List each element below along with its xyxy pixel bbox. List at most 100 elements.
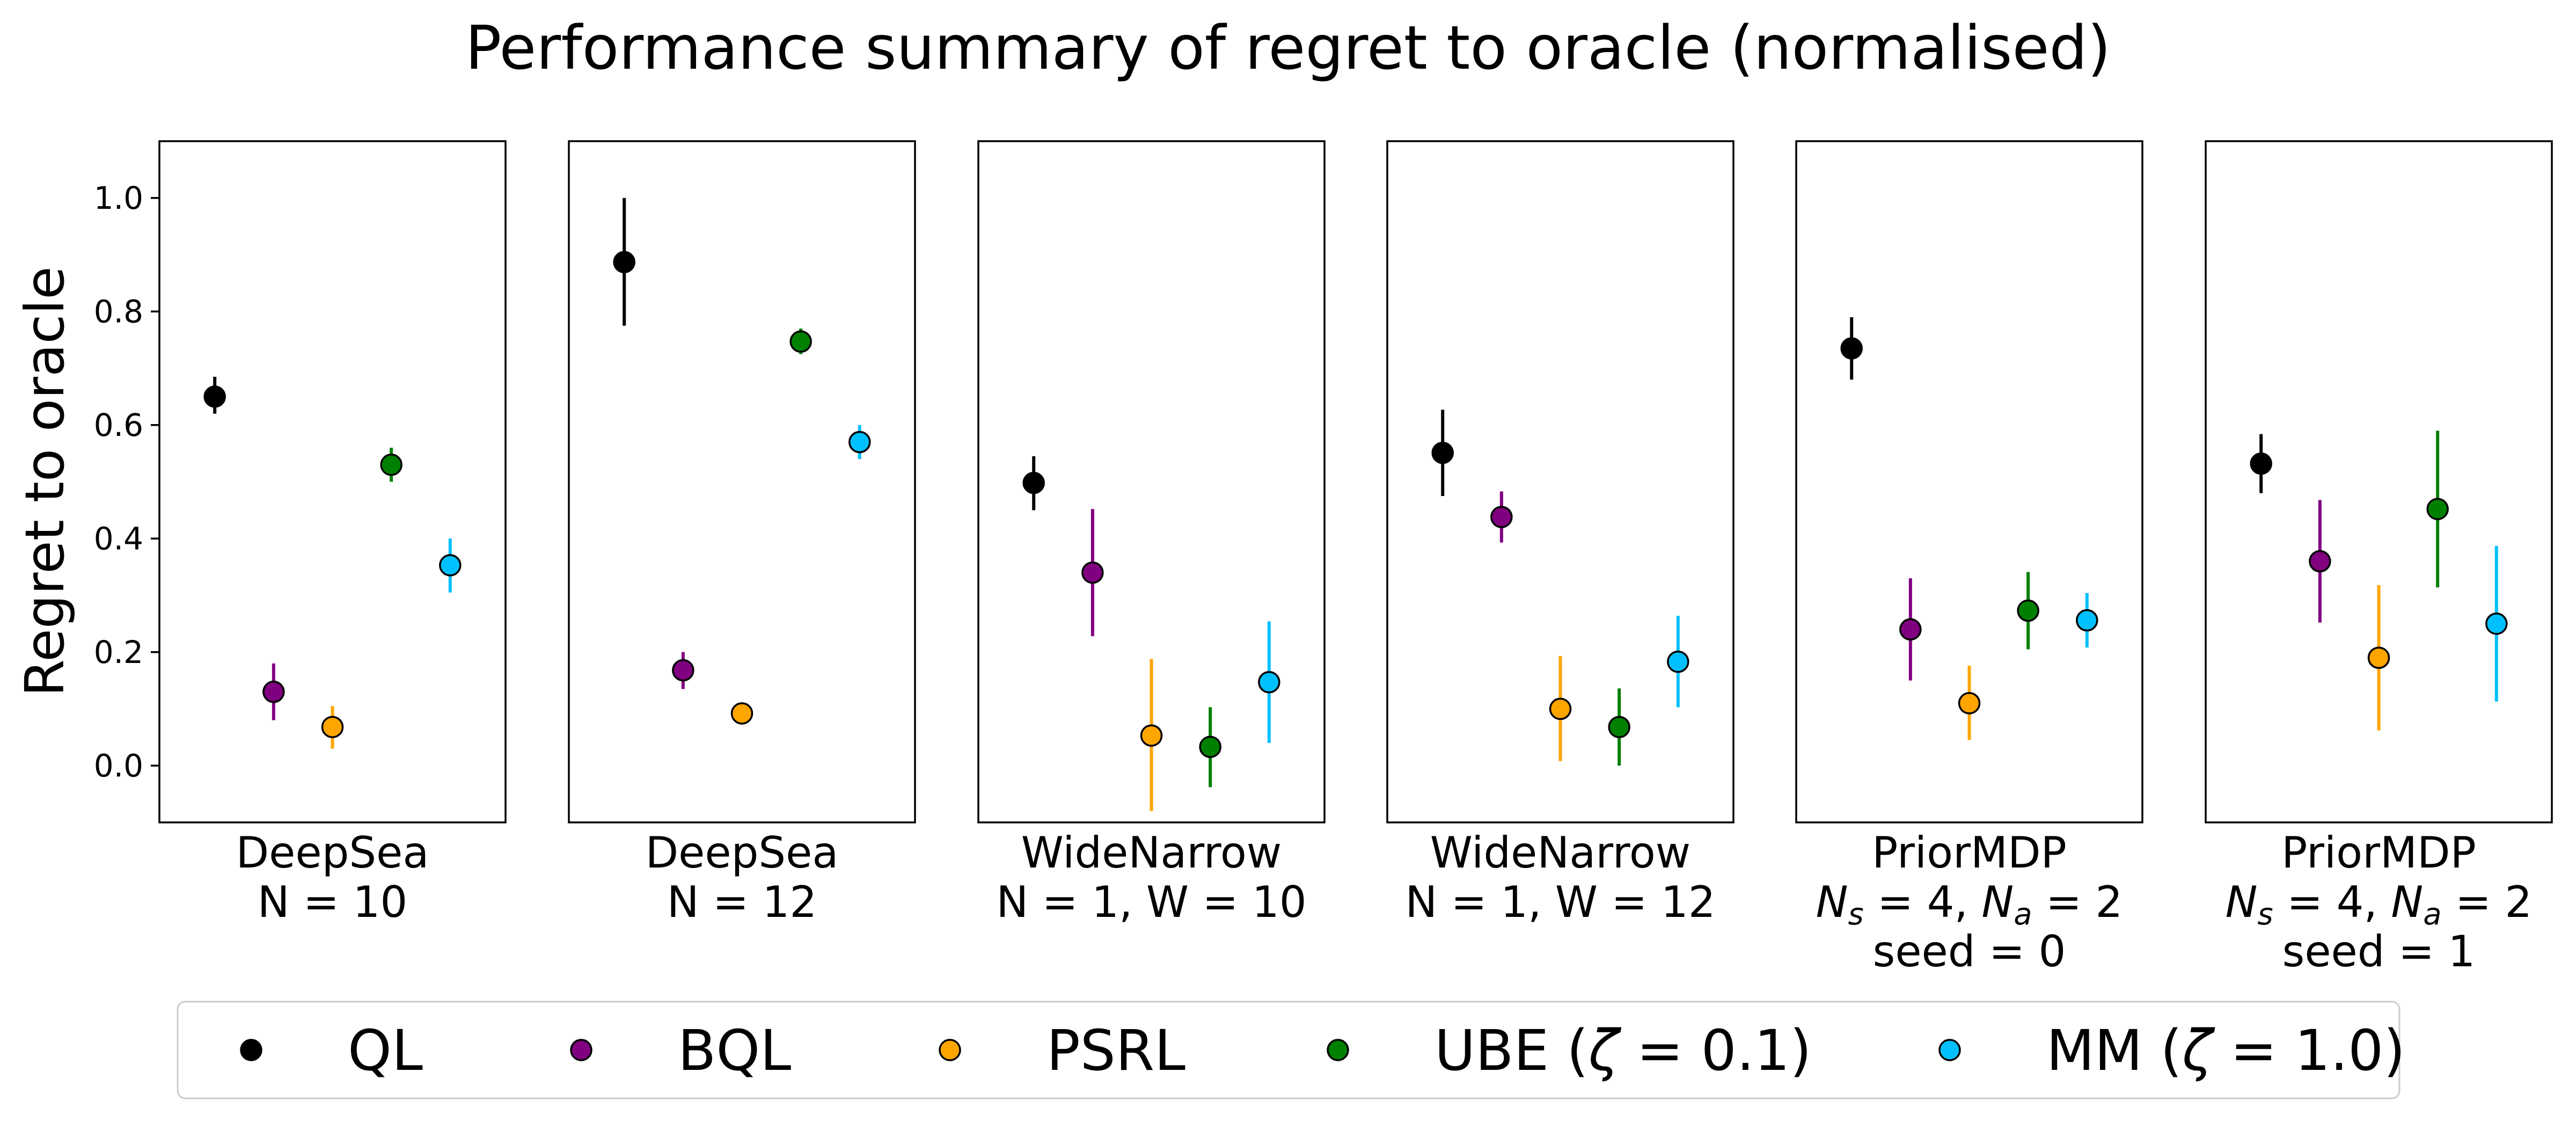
point-marker <box>2367 646 2390 669</box>
data-point <box>1490 491 1513 543</box>
data-point <box>380 448 402 482</box>
y-tick-label: 0.0 <box>94 747 143 784</box>
point-marker <box>1608 716 1630 739</box>
legend-item: UBE (ζ = 0.1) <box>1327 1018 1812 1083</box>
panel-label-line: seed = 1 <box>2282 927 2476 976</box>
point-marker <box>789 330 812 353</box>
panel-label-line: Ns = 4, Na = 2 <box>2226 877 2533 932</box>
text-part: = 0.1 <box>1619 1018 1790 1083</box>
y-axis: 0.0 0.2 0.4 0.6 0.8 1.0 <box>94 180 159 784</box>
point-marker <box>1199 735 1221 759</box>
legend-label: UBE (ζ = 0.1) <box>1435 1018 1812 1083</box>
panel-frame <box>568 140 916 823</box>
panel-label-line: PriorMDP <box>1872 828 2067 878</box>
text-part: = 2 <box>2442 877 2533 927</box>
point-marker <box>321 716 344 739</box>
text-part: MM ( <box>2046 1018 2182 1083</box>
point-marker <box>1899 618 1922 641</box>
panel-frame <box>1386 140 1735 823</box>
text-part: BQL <box>678 1018 791 1083</box>
y-tick-label: 0.4 <box>94 520 143 557</box>
panel-label-line: N = 1, W = 10 <box>996 877 1306 927</box>
data-point <box>2250 434 2272 493</box>
legend-label: BQL <box>678 1018 791 1083</box>
text-part: a <box>2014 897 2032 932</box>
data-point <box>439 538 462 593</box>
data-point <box>1081 509 1104 637</box>
text-part: = 2 <box>2032 877 2123 927</box>
panel-label-line: N = 12 <box>667 877 817 927</box>
point-marker <box>2309 550 2331 573</box>
panel-label-line: WideNarrow <box>1021 828 1282 878</box>
text-part: N <box>2226 877 2258 927</box>
text-part: PSRL <box>1046 1018 1185 1083</box>
point-marker <box>1081 561 1104 584</box>
legend-marker <box>240 1039 262 1061</box>
data-point <box>1199 707 1221 788</box>
data-point <box>672 652 694 689</box>
data-point <box>1840 317 1863 380</box>
data-point <box>1431 410 1454 496</box>
data-point <box>1899 578 1922 681</box>
point-marker <box>1431 441 1454 464</box>
y-tick-label: 0.6 <box>94 407 143 443</box>
point-marker <box>1958 692 1981 715</box>
legend: QL BQL PSRL UBE (ζ = 0.1) MM (ζ = 1.0) <box>177 1001 2405 1099</box>
point-marker <box>2017 599 2039 622</box>
data-point <box>1140 659 1163 811</box>
point-marker <box>848 431 871 454</box>
data-point <box>2076 593 2098 648</box>
point-marker <box>203 385 226 408</box>
data-point <box>1958 666 1981 740</box>
panel-label-line: DeepSea <box>236 828 429 878</box>
text-part: N <box>2391 877 2423 927</box>
point-marker <box>439 554 462 577</box>
y-tick-label: 0.8 <box>94 293 143 330</box>
legend-marker <box>570 1039 592 1061</box>
point-marker <box>262 681 285 703</box>
point-marker <box>2076 609 2098 632</box>
data-point <box>613 198 635 326</box>
data-point <box>262 663 285 720</box>
legend-item: BQL <box>570 1018 791 1083</box>
panel-frame <box>1795 140 2143 823</box>
data-point <box>1258 621 1280 743</box>
point-marker <box>1258 671 1280 694</box>
point-marker <box>672 659 694 682</box>
y-axis-label: Regret to oracle <box>13 266 76 696</box>
legend-marker <box>939 1039 961 1061</box>
data-point <box>2485 545 2508 702</box>
panel-label-line: N = 1, W = 12 <box>1405 877 1715 927</box>
text-part: UBE ( <box>1435 1018 1589 1083</box>
text-part: = 4, <box>1864 877 1982 927</box>
point-marker <box>1549 697 1572 720</box>
panel-frame <box>2205 140 2553 823</box>
legend-label: PSRL <box>1046 1018 1185 1083</box>
text-part: ) <box>1790 1018 1812 1083</box>
data-point <box>848 425 871 460</box>
legend-label: QL <box>348 1018 423 1083</box>
text-part: ) <box>2383 1018 2405 1083</box>
data-point <box>789 328 812 354</box>
point-marker <box>2426 498 2449 521</box>
data-point <box>730 702 753 725</box>
text-part: QL <box>348 1018 423 1083</box>
data-point <box>321 706 344 749</box>
panel-frame <box>977 140 1326 823</box>
data-point <box>2017 572 2039 650</box>
y-tick-label: 0.2 <box>94 634 143 670</box>
panel-label-line: PriorMDP <box>2281 828 2476 878</box>
